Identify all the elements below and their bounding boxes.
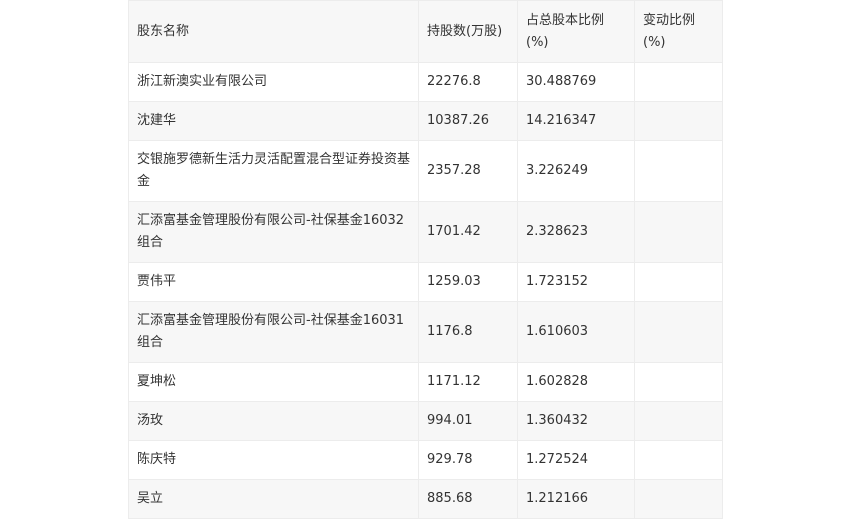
cell-change	[634, 440, 723, 480]
cell-change	[634, 140, 723, 202]
cell-shareholder-name: 汤玫	[128, 401, 419, 441]
cell-shares: 994.01	[418, 401, 518, 441]
cell-change	[634, 401, 723, 441]
cell-change	[634, 62, 723, 102]
shareholders-table: 股东名称 持股数(万股) 占总股本比例(%) 变动比例(%) 浙江新澳实业有限公…	[128, 0, 723, 519]
cell-ratio: 1.360432	[517, 401, 635, 441]
cell-ratio: 2.328623	[517, 201, 635, 263]
table-row: 汤玫 994.01 1.360432	[128, 401, 723, 441]
cell-ratio: 1.610603	[517, 301, 635, 363]
cell-shareholder-name: 浙江新澳实业有限公司	[128, 62, 419, 102]
cell-shares: 885.68	[418, 479, 518, 519]
header-ratio: 占总股本比例(%)	[517, 0, 635, 63]
cell-ratio: 1.602828	[517, 362, 635, 402]
cell-shareholder-name: 汇添富基金管理股份有限公司-社保基金16031组合	[128, 301, 419, 363]
cell-shareholder-name: 贾伟平	[128, 262, 419, 302]
cell-ratio: 3.226249	[517, 140, 635, 202]
cell-shareholder-name: 交银施罗德新生活力灵活配置混合型证券投资基金	[128, 140, 419, 202]
cell-ratio: 1.272524	[517, 440, 635, 480]
table-row: 贾伟平 1259.03 1.723152	[128, 262, 723, 302]
cell-change	[634, 362, 723, 402]
cell-shares: 22276.8	[418, 62, 518, 102]
cell-shares: 1176.8	[418, 301, 518, 363]
cell-shareholder-name: 夏坤松	[128, 362, 419, 402]
cell-shares: 1259.03	[418, 262, 518, 302]
cell-ratio: 14.216347	[517, 101, 635, 141]
cell-ratio: 30.488769	[517, 62, 635, 102]
table-header-row: 股东名称 持股数(万股) 占总股本比例(%) 变动比例(%)	[128, 0, 723, 63]
table-row: 交银施罗德新生活力灵活配置混合型证券投资基金 2357.28 3.226249	[128, 140, 723, 202]
cell-ratio: 1.212166	[517, 479, 635, 519]
cell-shares: 10387.26	[418, 101, 518, 141]
cell-shares: 2357.28	[418, 140, 518, 202]
cell-change	[634, 101, 723, 141]
cell-shareholder-name: 陈庆特	[128, 440, 419, 480]
cell-shares: 929.78	[418, 440, 518, 480]
cell-ratio: 1.723152	[517, 262, 635, 302]
header-change: 变动比例(%)	[634, 0, 723, 63]
cell-change	[634, 479, 723, 519]
cell-shareholder-name: 吴立	[128, 479, 419, 519]
cell-change	[634, 301, 723, 363]
table-row: 吴立 885.68 1.212166	[128, 479, 723, 519]
header-shares: 持股数(万股)	[418, 0, 518, 63]
cell-shareholder-name: 沈建华	[128, 101, 419, 141]
table-row: 陈庆特 929.78 1.272524	[128, 440, 723, 480]
cell-shares: 1701.42	[418, 201, 518, 263]
cell-change	[634, 262, 723, 302]
table-row: 沈建华 10387.26 14.216347	[128, 101, 723, 141]
cell-shareholder-name: 汇添富基金管理股份有限公司-社保基金16032组合	[128, 201, 419, 263]
header-shareholder-name: 股东名称	[128, 0, 419, 63]
table-row: 夏坤松 1171.12 1.602828	[128, 362, 723, 402]
cell-shares: 1171.12	[418, 362, 518, 402]
cell-change	[634, 201, 723, 263]
table-row: 汇添富基金管理股份有限公司-社保基金16031组合 1176.8 1.610603	[128, 301, 723, 363]
table-row: 浙江新澳实业有限公司 22276.8 30.488769	[128, 62, 723, 102]
table-row: 汇添富基金管理股份有限公司-社保基金16032组合 1701.42 2.328623	[128, 201, 723, 263]
